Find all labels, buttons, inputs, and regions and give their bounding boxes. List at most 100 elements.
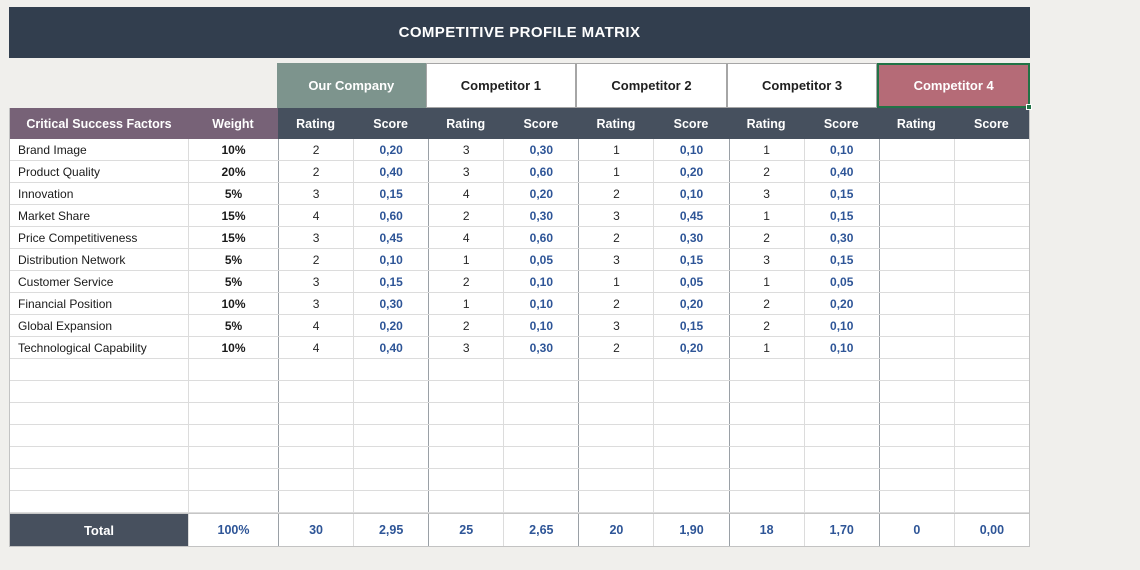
score-cell[interactable]: 0,15: [653, 249, 728, 270]
score-cell[interactable]: 0,05: [653, 271, 728, 292]
score-cell[interactable]: 0,20: [803, 293, 879, 314]
score-cell[interactable]: 0,30: [503, 337, 578, 358]
score-cell[interactable]: [953, 491, 1029, 512]
rating-cell[interactable]: 1: [578, 161, 653, 182]
rating-cell[interactable]: 3: [728, 183, 804, 204]
score-cell[interactable]: 0,40: [353, 161, 428, 182]
score-cell[interactable]: 0,60: [503, 227, 578, 248]
total-c2-score[interactable]: 1,90: [653, 514, 728, 546]
rating-cell[interactable]: 3: [278, 271, 353, 292]
rating-header[interactable]: Rating: [578, 108, 654, 139]
rating-cell[interactable]: 2: [278, 139, 353, 160]
rating-header[interactable]: Rating: [278, 108, 354, 139]
score-cell[interactable]: [653, 381, 728, 402]
rating-cell[interactable]: [278, 447, 353, 468]
rating-cell[interactable]: [278, 425, 353, 446]
weight-cell[interactable]: 5%: [188, 271, 278, 292]
rating-cell[interactable]: [878, 205, 954, 226]
rating-cell[interactable]: 2: [578, 337, 653, 358]
score-cell[interactable]: [953, 359, 1029, 380]
rating-cell[interactable]: [578, 359, 653, 380]
weight-cell[interactable]: [188, 403, 278, 424]
score-cell[interactable]: [653, 447, 728, 468]
score-cell[interactable]: [953, 249, 1029, 270]
score-cell[interactable]: 0,40: [353, 337, 428, 358]
rating-cell[interactable]: [878, 491, 954, 512]
score-cell[interactable]: [503, 447, 578, 468]
score-cell[interactable]: 0,10: [803, 315, 879, 336]
weight-cell[interactable]: 5%: [188, 249, 278, 270]
score-cell[interactable]: 0,20: [353, 139, 428, 160]
weight-cell[interactable]: 10%: [188, 293, 278, 314]
factor-cell[interactable]: [10, 447, 188, 468]
score-cell[interactable]: [353, 403, 428, 424]
score-cell[interactable]: 0,05: [503, 249, 578, 270]
score-cell[interactable]: [953, 161, 1029, 182]
rating-cell[interactable]: 2: [578, 183, 653, 204]
score-cell[interactable]: 0,60: [503, 161, 578, 182]
score-cell[interactable]: [803, 403, 879, 424]
rating-cell[interactable]: [878, 425, 954, 446]
score-cell[interactable]: 0,20: [353, 315, 428, 336]
rating-cell[interactable]: 2: [428, 315, 503, 336]
rating-cell[interactable]: [878, 293, 954, 314]
score-cell[interactable]: [953, 403, 1029, 424]
rating-cell[interactable]: [428, 469, 503, 490]
rating-cell[interactable]: [878, 139, 954, 160]
rating-cell[interactable]: [578, 491, 653, 512]
rating-cell[interactable]: 4: [278, 315, 353, 336]
rating-cell[interactable]: [878, 183, 954, 204]
score-cell[interactable]: [503, 469, 578, 490]
rating-cell[interactable]: [878, 271, 954, 292]
score-cell[interactable]: [503, 491, 578, 512]
score-cell[interactable]: 0,05: [803, 271, 879, 292]
score-header[interactable]: Score: [503, 108, 579, 139]
rating-cell[interactable]: [278, 469, 353, 490]
score-cell[interactable]: [353, 381, 428, 402]
score-cell[interactable]: 0,20: [653, 337, 728, 358]
factor-cell[interactable]: [10, 469, 188, 490]
score-cell[interactable]: 0,10: [503, 315, 578, 336]
score-cell[interactable]: [353, 469, 428, 490]
rating-cell[interactable]: [728, 425, 804, 446]
score-cell[interactable]: 0,15: [353, 271, 428, 292]
score-cell[interactable]: [653, 359, 728, 380]
rating-cell[interactable]: [428, 447, 503, 468]
rating-cell[interactable]: 2: [428, 205, 503, 226]
score-cell[interactable]: 0,30: [503, 139, 578, 160]
rating-cell[interactable]: 3: [578, 315, 653, 336]
total-c3-rating[interactable]: 18: [728, 514, 804, 546]
header-competitor-3[interactable]: Competitor 3: [726, 63, 878, 108]
factor-cell[interactable]: [10, 425, 188, 446]
score-cell[interactable]: [953, 293, 1029, 314]
score-cell[interactable]: 0,15: [803, 183, 879, 204]
rating-cell[interactable]: [428, 381, 503, 402]
score-cell[interactable]: 0,15: [353, 183, 428, 204]
rating-cell[interactable]: [728, 469, 804, 490]
rating-cell[interactable]: [578, 425, 653, 446]
total-c1-score[interactable]: 2,65: [503, 514, 578, 546]
score-cell[interactable]: [503, 359, 578, 380]
rating-cell[interactable]: [878, 381, 954, 402]
score-cell[interactable]: [953, 183, 1029, 204]
rating-cell[interactable]: 3: [428, 139, 503, 160]
rating-cell[interactable]: [728, 381, 804, 402]
score-cell[interactable]: [803, 425, 879, 446]
rating-cell[interactable]: 1: [578, 139, 653, 160]
rating-cell[interactable]: [728, 447, 804, 468]
rating-cell[interactable]: 1: [428, 293, 503, 314]
rating-cell[interactable]: 2: [728, 293, 804, 314]
score-cell[interactable]: [653, 491, 728, 512]
score-cell[interactable]: 0,10: [503, 293, 578, 314]
rating-cell[interactable]: [578, 381, 653, 402]
rating-cell[interactable]: 3: [728, 249, 804, 270]
factor-cell[interactable]: [10, 491, 188, 512]
score-cell[interactable]: 0,15: [653, 315, 728, 336]
rating-cell[interactable]: 3: [578, 249, 653, 270]
score-cell[interactable]: 0,10: [353, 249, 428, 270]
rating-cell[interactable]: 4: [278, 205, 353, 226]
rating-cell[interactable]: [578, 403, 653, 424]
rating-cell[interactable]: 3: [578, 205, 653, 226]
weight-cell[interactable]: [188, 425, 278, 446]
score-cell[interactable]: [653, 425, 728, 446]
